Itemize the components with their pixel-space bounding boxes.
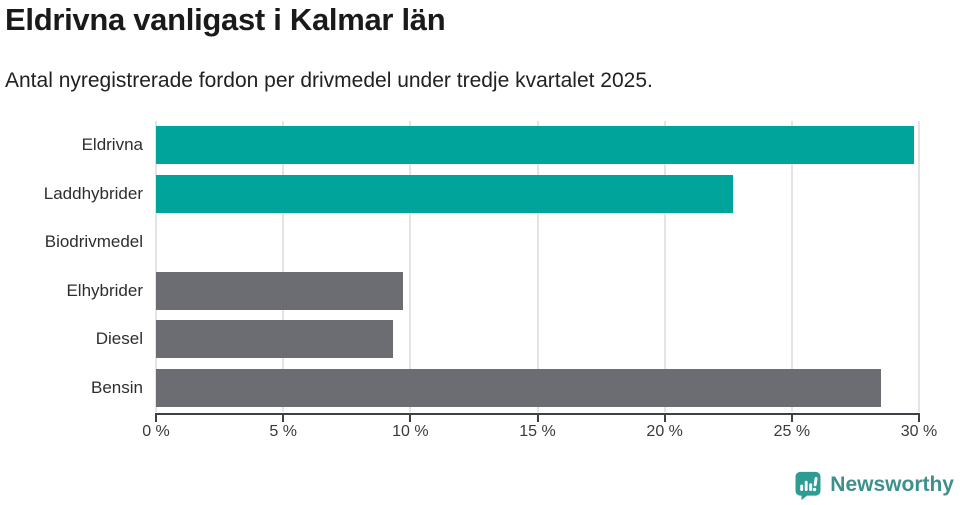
bar-diesel: [156, 320, 393, 359]
gridline: [409, 121, 412, 412]
newsworthy-logo-icon: [795, 471, 821, 500]
x-tick-label: 15 %: [519, 423, 556, 440]
x-tick-label: 5 %: [269, 423, 297, 440]
x-axis-tick: [790, 413, 793, 422]
bar-chart: Eldrivna Laddhybrider Biodrivmedel Elhybrid…: [43, 121, 938, 440]
x-axis-tick: [536, 413, 539, 422]
bar-bensin: [156, 368, 881, 407]
bar-laddhybrider: [156, 174, 734, 213]
x-axis-tick: [282, 413, 285, 422]
gridline: [282, 121, 285, 412]
x-axis-tick: [409, 413, 412, 422]
brand-name: Newsworthy: [830, 473, 954, 496]
x-tick-label: 25 %: [773, 423, 811, 440]
x-axis-tick: [663, 413, 666, 422]
category-label: Eldrivna: [81, 135, 143, 155]
category-label: Elhybrider: [66, 280, 143, 300]
bar-eldrivna: [156, 126, 914, 165]
x-tick-label: 30 %: [900, 423, 938, 440]
bar-elhybrider: [156, 271, 403, 310]
chart-subtitle: Antal nyregistrerade fordon per drivmede…: [5, 69, 653, 92]
x-tick-label: 10 %: [392, 423, 429, 440]
x-tick-label: 20 %: [646, 423, 683, 440]
brand-footer: Newsworthy: [793, 470, 954, 500]
gridline: [663, 121, 666, 412]
category-label: Diesel: [95, 329, 143, 349]
gridline: [155, 121, 157, 412]
x-axis-tick: [155, 413, 157, 422]
chart-title: Eldrivna vanligast i Kalmar län: [5, 2, 446, 37]
gridline: [790, 121, 793, 412]
x-axis-tick: [918, 413, 920, 422]
gridline: [536, 121, 539, 412]
x-tick-label: 0 %: [142, 423, 170, 440]
category-label: Bensin: [91, 377, 143, 397]
category-label: Laddhybrider: [43, 183, 143, 203]
category-label: Biodrivmedel: [44, 232, 143, 252]
gridline: [918, 121, 920, 412]
